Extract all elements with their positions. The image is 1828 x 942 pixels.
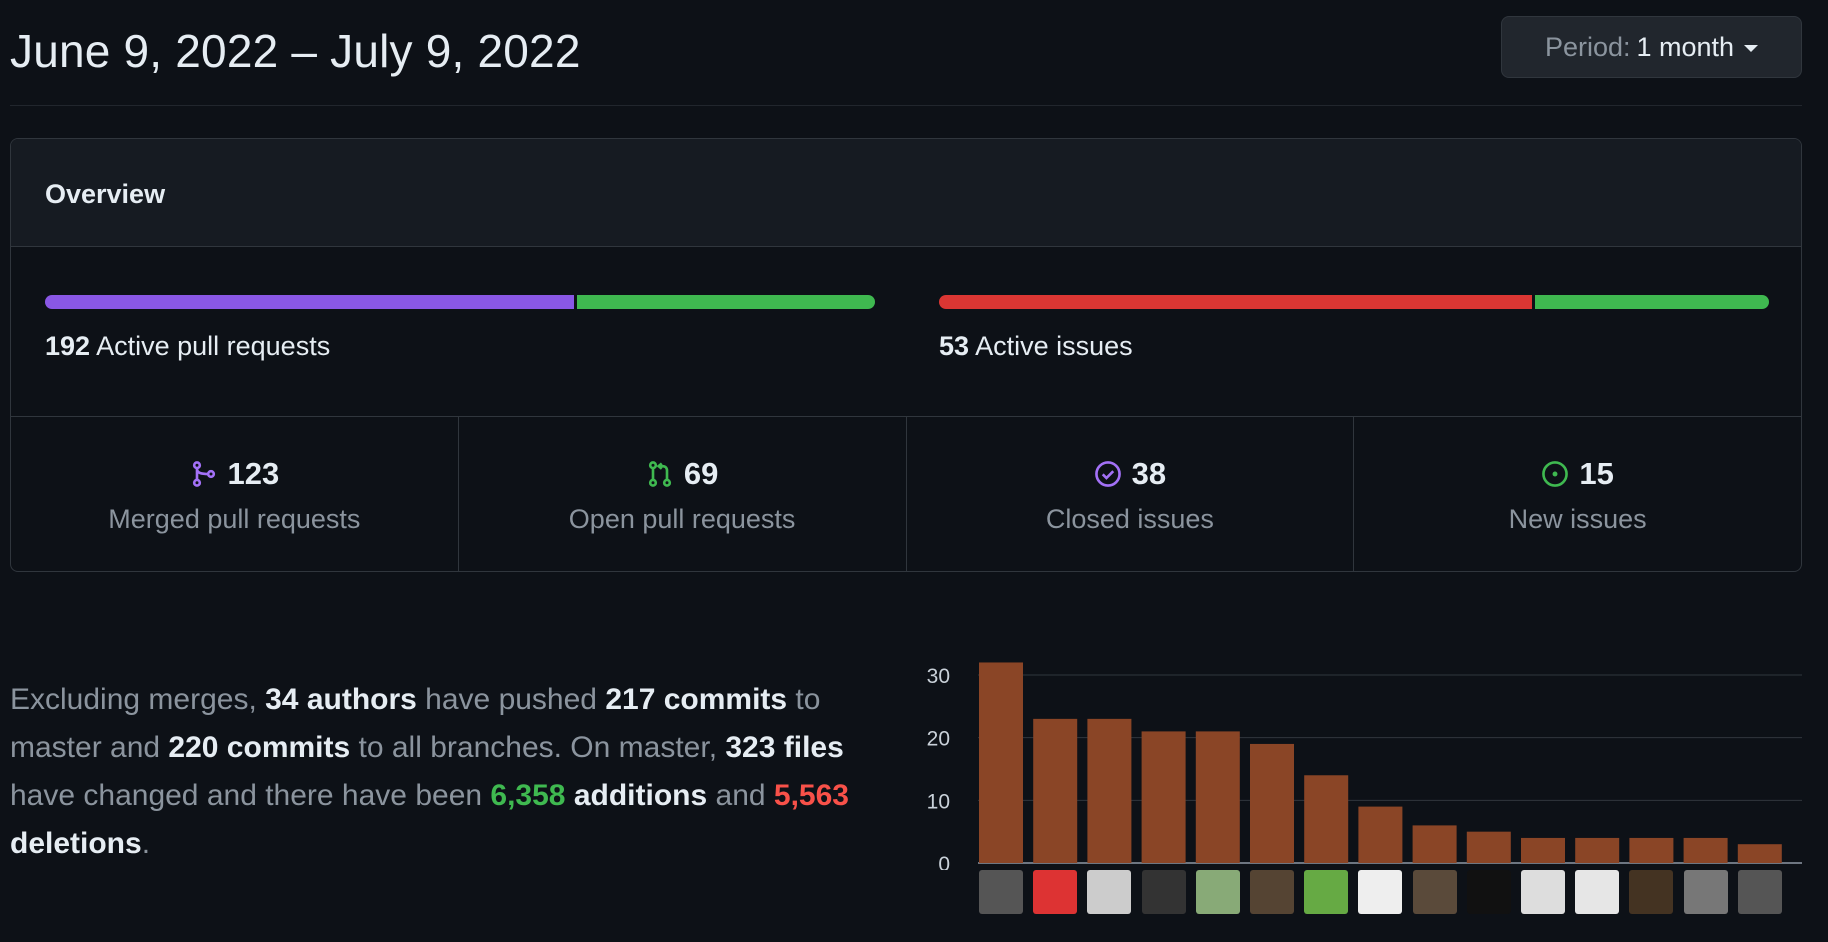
author-avatar[interactable] [1575,870,1620,914]
open-pull-requests-count: 69 [683,455,719,491]
author-avatar[interactable] [1683,870,1728,914]
stat-merged-pull-requests[interactable]: 123 Merged pull requests [11,417,459,571]
period-label: Period: [1544,31,1631,62]
y-tick-label: 10 [927,790,950,813]
commit-bar[interactable] [1629,837,1674,863]
summary-text: . [141,827,151,860]
author-avatar[interactable] [1195,870,1240,914]
commit-bar[interactable] [1250,743,1294,863]
summary-text: to all branches. On master, [350,731,726,764]
master-commits-count: 217 commits [605,683,788,716]
issues-summary[interactable]: 53 Active issues [939,295,1769,362]
summary-text: have pushed [416,683,606,716]
summary-text: Excluding merges, [10,683,266,716]
issue-closed-icon [1094,460,1121,487]
closed-issues-label: Closed issues [1045,503,1214,534]
period-dropdown-button[interactable]: Period: 1 month [1501,16,1802,78]
active-pull-requests-caption: 192 Active pull requests [45,331,875,362]
author-avatar[interactable] [1033,870,1078,914]
date-range-title: June 9, 2022 – July 9, 2022 [10,25,581,77]
overview-title: Overview [45,179,166,209]
stat-closed-issues[interactable]: 38 Closed issues [907,417,1355,571]
overview-panel: Overview 192 Active pull requests 53 Act… [10,138,1802,572]
commit-bar[interactable] [1195,731,1240,863]
commit-bar[interactable] [1087,718,1132,863]
deletions-count: 5,563 [773,779,849,812]
authors-count-link[interactable]: 34 authors [265,683,417,716]
commit-summary: Excluding merges, 34 authors have pushed… [10,676,890,868]
new-issues-segment [1534,295,1769,309]
header: June 9, 2022 – July 9, 2022 Period: 1 mo… [10,0,1802,106]
stat-open-pull-requests[interactable]: 69 Open pull requests [459,417,907,571]
active-issues-label: Active issues [975,331,1133,361]
deletions-word: deletions [10,827,142,860]
all-branches-commits-count: 220 commits [168,731,351,764]
caret-down-icon [1744,44,1759,52]
stat-new-issues[interactable]: 15 New issues [1354,417,1801,571]
git-merge-icon [192,460,215,487]
y-tick-label: 0 [938,853,950,870]
commits-bar-chart: 0 10 20 30 [927,662,1802,870]
overview-header: Overview [11,139,1801,247]
commit-bar[interactable] [1141,731,1186,863]
issue-opened-icon [1542,460,1569,487]
commit-bar[interactable] [1521,837,1565,863]
new-issues-count: 15 [1579,455,1614,491]
overview-stats: 123 Merged pull requests 69 Open pull re… [11,417,1801,571]
active-pull-requests-count: 192 [45,331,91,361]
open-pull-requests-label: Open pull requests [568,503,796,534]
active-issues-count: 53 [939,331,970,361]
period-value: 1 month [1636,31,1735,62]
issues-ratio-bar [939,295,1769,309]
git-pull-request-icon [648,460,671,487]
files-changed-count: 323 files [725,731,844,764]
closed-issues-count: 38 [1131,455,1167,491]
author-avatar[interactable] [1141,870,1186,914]
active-pull-requests-label: Active pull requests [96,331,331,361]
active-issues-caption: 53 Active issues [939,331,1769,362]
commits-by-author-chart: 0 10 20 30 [900,640,1802,942]
author-avatar[interactable] [1304,870,1349,914]
closed-issues-segment [939,295,1532,309]
author-avatar[interactable] [979,870,1023,914]
author-avatar[interactable] [1521,870,1565,914]
commit-bar[interactable] [1304,775,1349,863]
pull-requests-ratio-bar [45,295,875,309]
y-tick-label: 30 [927,665,950,688]
additions-word: additions [573,779,708,812]
author-avatar[interactable] [1087,870,1132,914]
commit-bar[interactable] [1412,825,1457,863]
commit-bar[interactable] [979,662,1023,863]
author-avatar[interactable] [1466,870,1511,914]
author-avatar[interactable] [1358,870,1403,914]
summary-text: and [707,779,774,812]
overview-bars: 192 Active pull requests 53 Active issue… [11,247,1801,417]
summary-text: have changed and there have been [10,779,491,812]
commit-bar[interactable] [1737,844,1782,863]
open-pr-segment [577,295,875,309]
author-avatar[interactable] [1250,870,1294,914]
summary-text: to master and [10,683,821,764]
merged-pull-requests-label: Merged pull requests [108,503,361,534]
commit-bar[interactable] [1466,831,1511,863]
new-issues-label: New issues [1508,503,1647,534]
author-avatar[interactable] [1629,870,1674,914]
author-avatar[interactable] [1737,870,1782,914]
merged-pr-segment [45,295,575,309]
commit-bar[interactable] [1575,837,1620,863]
additions-count: 6,358 [490,779,566,812]
commit-bar[interactable] [1358,806,1403,863]
y-tick-label: 20 [927,728,950,751]
author-avatar[interactable] [1412,870,1457,914]
merged-pull-requests-count: 123 [227,455,280,491]
pull-requests-summary[interactable]: 192 Active pull requests [45,295,875,362]
commit-bar[interactable] [1683,837,1728,863]
commit-bar[interactable] [1033,718,1078,863]
